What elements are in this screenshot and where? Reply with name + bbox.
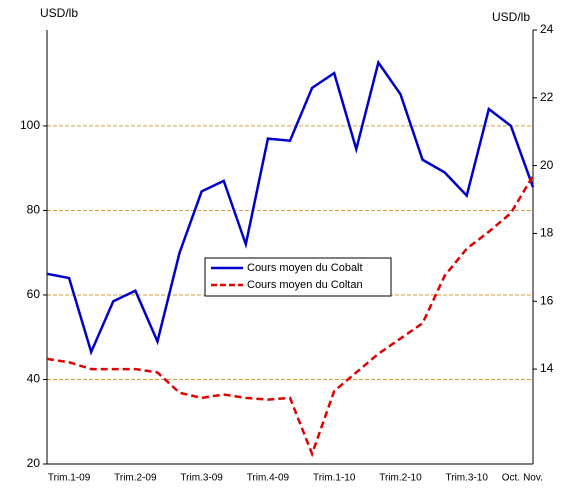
legend-label: Cours moyen du Coltan [247,279,363,291]
series-line [46,175,535,458]
y-tick-label: 80 [27,203,41,217]
y-tick-label: 40 [27,372,41,386]
y2-tick-label: 16 [540,293,554,307]
legend-box [204,257,392,297]
x-tick-label: Trim.3-10 [446,473,489,484]
y-tick-label: 60 [27,287,41,301]
y2-tick-label: 14 [540,361,554,375]
y2-tick-label: 18 [540,226,554,240]
x-tick-label: Trim.2-10 [379,473,422,484]
x-tick-label: Oct. [502,473,520,484]
x-tick-label: Trim.1-09 [48,473,91,484]
y2-tick-label: 20 [540,158,554,172]
y-axis-label: USD/lb [40,6,78,20]
y2-axis-label: USD/lb [492,10,530,24]
x-tick-label: Trim.4-09 [247,473,290,484]
y-tick-label: 20 [27,456,41,470]
y2-tick-label: 24 [540,22,554,36]
x-tick-label: Trim.2-09 [114,473,157,484]
y-tick-label: 100 [20,118,40,132]
x-tick-label: Nov. [523,473,543,484]
series-line [46,59,535,356]
x-tick-label: Trim.1-10 [313,473,356,484]
legend-label: Cours moyen du Cobalt [247,262,363,274]
y2-tick-label: 22 [540,90,554,104]
x-tick-label: Trim.3-09 [180,473,223,484]
